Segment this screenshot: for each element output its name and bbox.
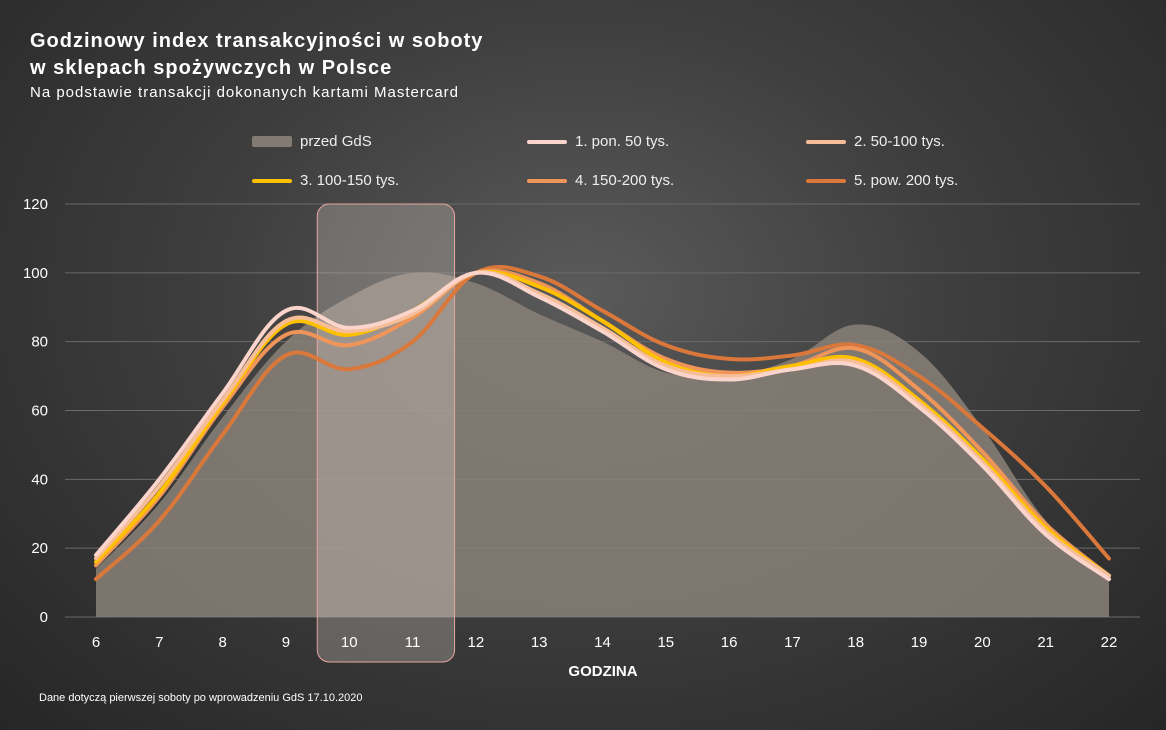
legend-swatch-line bbox=[527, 178, 567, 183]
legend-label: 5. pow. 200 tys. bbox=[854, 172, 959, 189]
series-line-2 bbox=[94, 270, 1111, 578]
x-tick-label: 20 bbox=[974, 634, 991, 651]
x-tick-label: 14 bbox=[594, 634, 611, 651]
x-tick-label: 15 bbox=[657, 634, 674, 651]
x-tick-label: 12 bbox=[468, 634, 485, 651]
y-tick-label: 0 bbox=[40, 609, 48, 626]
x-tick-label: 16 bbox=[721, 634, 738, 651]
legend-swatch-line bbox=[252, 178, 292, 183]
x-tick-label: 21 bbox=[1037, 634, 1054, 651]
legend-item-series-1: 1. pon. 50 tys. bbox=[527, 133, 669, 150]
x-tick-label: 9 bbox=[282, 634, 290, 651]
y-tick-label: 120 bbox=[23, 196, 48, 213]
x-tick-label: 18 bbox=[847, 634, 864, 651]
legend-item-series-5: 5. pow. 200 tys. bbox=[806, 172, 958, 189]
legend-label: przed GdS bbox=[300, 133, 372, 150]
chart-title-line2: w sklepach spożywczych w Polsce bbox=[30, 57, 393, 79]
legend-label: 3. 100-150 tys. bbox=[300, 172, 400, 189]
legend-label: 1. pon. 50 tys. bbox=[575, 133, 670, 150]
legend-item-przed-gds: przed GdS bbox=[252, 133, 372, 150]
highlight-box bbox=[316, 203, 456, 663]
x-tick-label: 19 bbox=[911, 634, 928, 651]
legend-item-series-3: 3. 100-150 tys. bbox=[252, 172, 399, 189]
y-tick-label: 80 bbox=[31, 334, 48, 351]
area-przed-gds bbox=[96, 272, 1109, 617]
legend-item-series-2: 2. 50-100 tys. bbox=[806, 133, 945, 150]
x-tick-label: 17 bbox=[784, 634, 801, 651]
legend-swatch-area bbox=[252, 136, 292, 147]
x-axis-label: GODZINA bbox=[568, 663, 637, 680]
x-tick-label: 8 bbox=[218, 634, 226, 651]
y-tick-label: 40 bbox=[31, 471, 48, 488]
legend-swatch-line bbox=[806, 178, 846, 183]
legend: przed GdS 1. pon. 50 tys. 2. 50-100 tys.… bbox=[0, 0, 1166, 200]
y-tick-label: 100 bbox=[23, 265, 48, 282]
legend-label: 2. 50-100 tys. bbox=[854, 133, 945, 150]
legend-item-series-4: 4. 150-200 tys. bbox=[527, 172, 674, 189]
y-tick-label: 60 bbox=[31, 403, 48, 420]
legend-swatch-line bbox=[527, 139, 567, 144]
line-chart: 0 20 40 60 80 100 120 6 7 8 9 10 11 12 13 14 15 16 17 18 19 2… bbox=[23, 196, 1140, 680]
chart-title-line1: Godzinowy index transakcyjności w soboty bbox=[30, 30, 484, 52]
footnote: Dane dotyczą pierwszej soboty po wprowad… bbox=[39, 692, 363, 704]
y-tick-label: 20 bbox=[31, 540, 48, 557]
x-tick-label: 10 bbox=[341, 634, 358, 651]
x-tick-label: 6 bbox=[92, 634, 100, 651]
legend-label: 4. 150-200 tys. bbox=[575, 172, 675, 189]
legend-swatch-line bbox=[806, 139, 846, 144]
series-line-1 bbox=[94, 270, 1111, 582]
x-tick-label: 22 bbox=[1101, 634, 1118, 651]
x-tick-label: 7 bbox=[155, 634, 163, 651]
x-tick-label: 13 bbox=[531, 634, 548, 651]
chart-subtitle: Na podstawie transakcji dokonanych karta… bbox=[30, 84, 460, 101]
x-tick-label: 11 bbox=[405, 634, 421, 651]
series-line-5 bbox=[94, 264, 1111, 582]
title-block: Godzinowy index transakcyjności w soboty… bbox=[30, 28, 483, 101]
